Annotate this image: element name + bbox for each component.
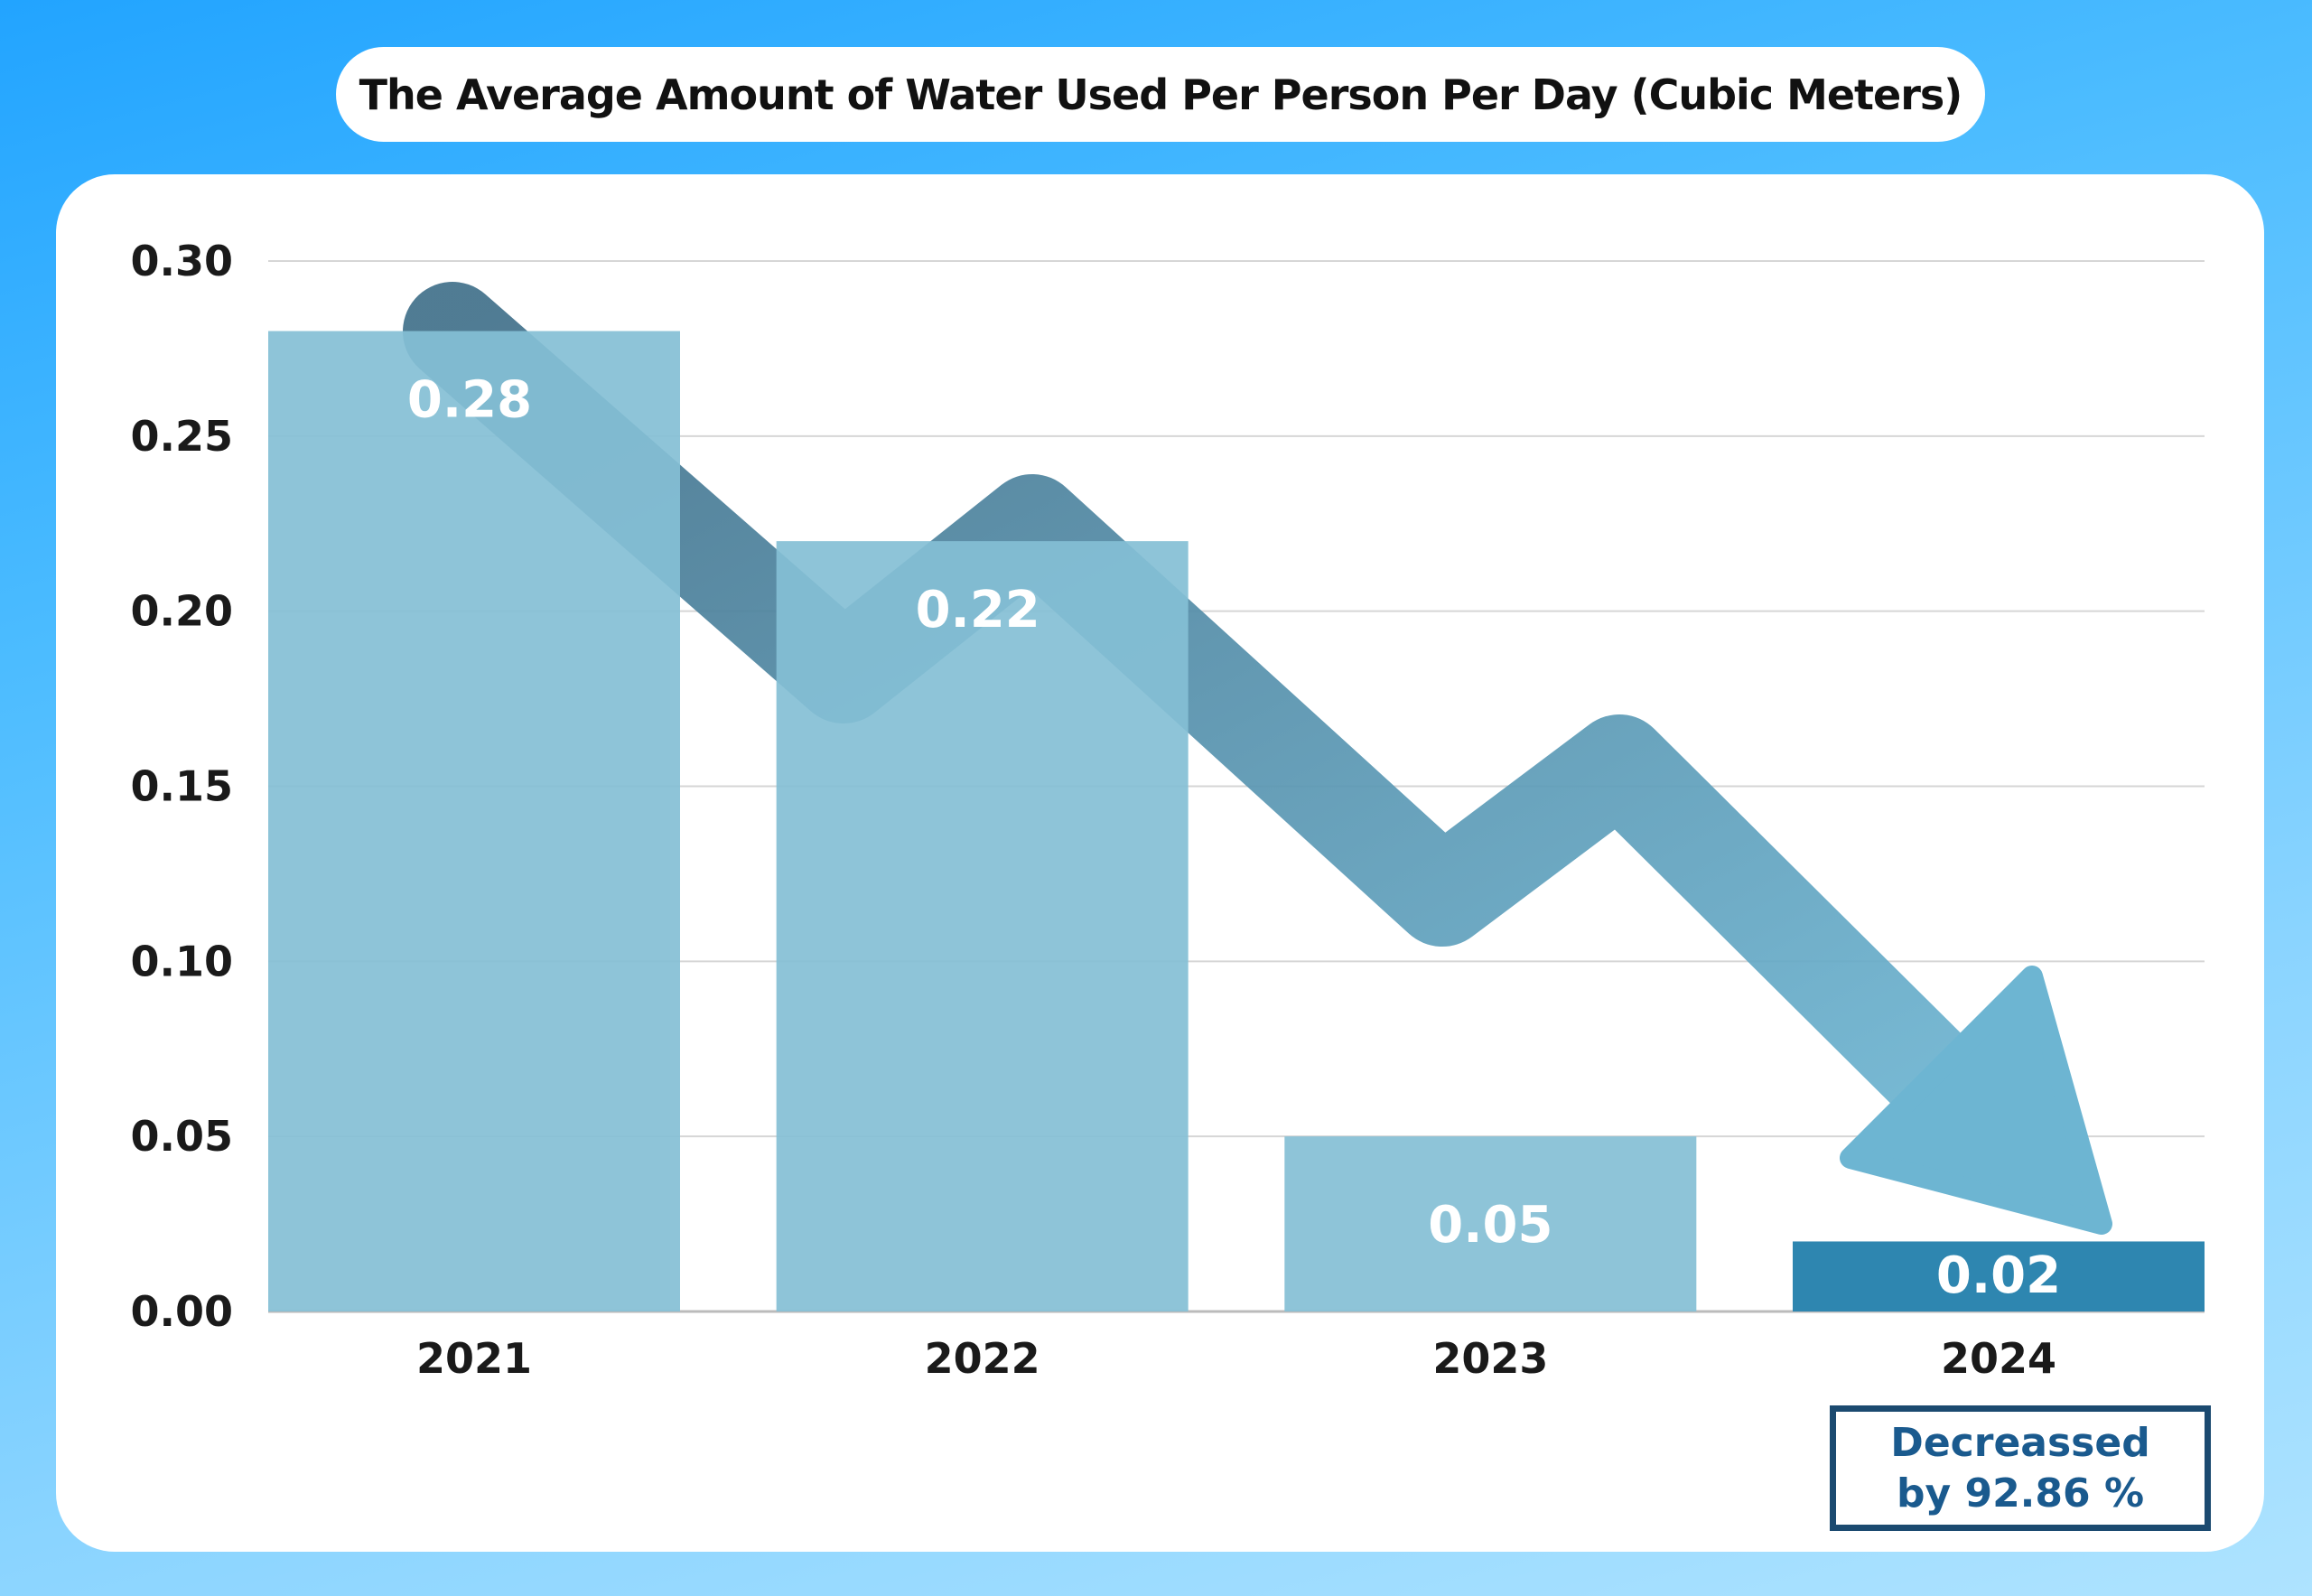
chart-title: The Average Amount of Water Used Per Per… <box>359 70 1963 119</box>
bar-2023 <box>1284 1136 1697 1311</box>
data-label: 0.02 <box>1936 1246 2061 1305</box>
y-tick-label: 0.05 <box>131 1112 234 1161</box>
decrease-annotation-box: Decreassed by 92.86 % <box>1830 1405 2211 1531</box>
bar-2024 <box>1793 1241 2205 1311</box>
data-label: 0.05 <box>1428 1196 1552 1255</box>
annotation-line-1: Decreassed <box>1890 1419 2150 1466</box>
x-tick-label: 2024 <box>1941 1334 2056 1383</box>
trend-arrow <box>403 282 2112 1235</box>
annotation-line-2: by 92.86 % <box>1896 1470 2145 1517</box>
bar-2022 <box>776 541 1189 1311</box>
trend-arrow-body <box>403 282 2037 1179</box>
x-tick-label: 2021 <box>416 1334 532 1383</box>
data-label: 0.22 <box>916 581 1040 639</box>
bar-2021 <box>268 331 680 1311</box>
chart-title-pill: The Average Amount of Water Used Per Per… <box>336 47 1985 142</box>
x-tick-label: 2022 <box>925 1334 1040 1383</box>
y-tick-label: 0.20 <box>131 587 234 636</box>
data-label: 0.28 <box>407 371 532 430</box>
y-tick-label: 0.10 <box>131 937 234 985</box>
x-tick-label: 2023 <box>1432 1334 1548 1383</box>
y-tick-label: 0.25 <box>131 412 234 461</box>
y-tick-label: 0.00 <box>131 1287 234 1336</box>
y-tick-label: 0.30 <box>131 237 234 285</box>
trend-arrow-head <box>1840 966 2112 1235</box>
y-tick-label: 0.15 <box>131 762 234 811</box>
